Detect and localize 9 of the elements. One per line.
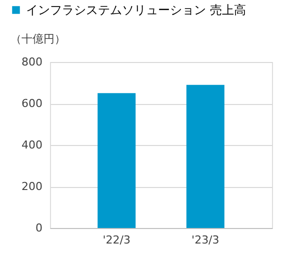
y-tick-label: 0 [36,222,42,234]
x-tick-label: '23/3 [192,234,220,246]
y-tick-label: 600 [22,97,42,110]
y-tick-label: 400 [22,138,42,152]
y-axis-title: （十億円） [10,32,66,46]
x-tick-label: '22/3 [102,234,130,246]
y-tick-label: 200 [22,180,42,193]
legend-label: インフラシステムソリューション 売上高 [26,3,246,17]
y-tick-label: 800 [22,56,42,68]
